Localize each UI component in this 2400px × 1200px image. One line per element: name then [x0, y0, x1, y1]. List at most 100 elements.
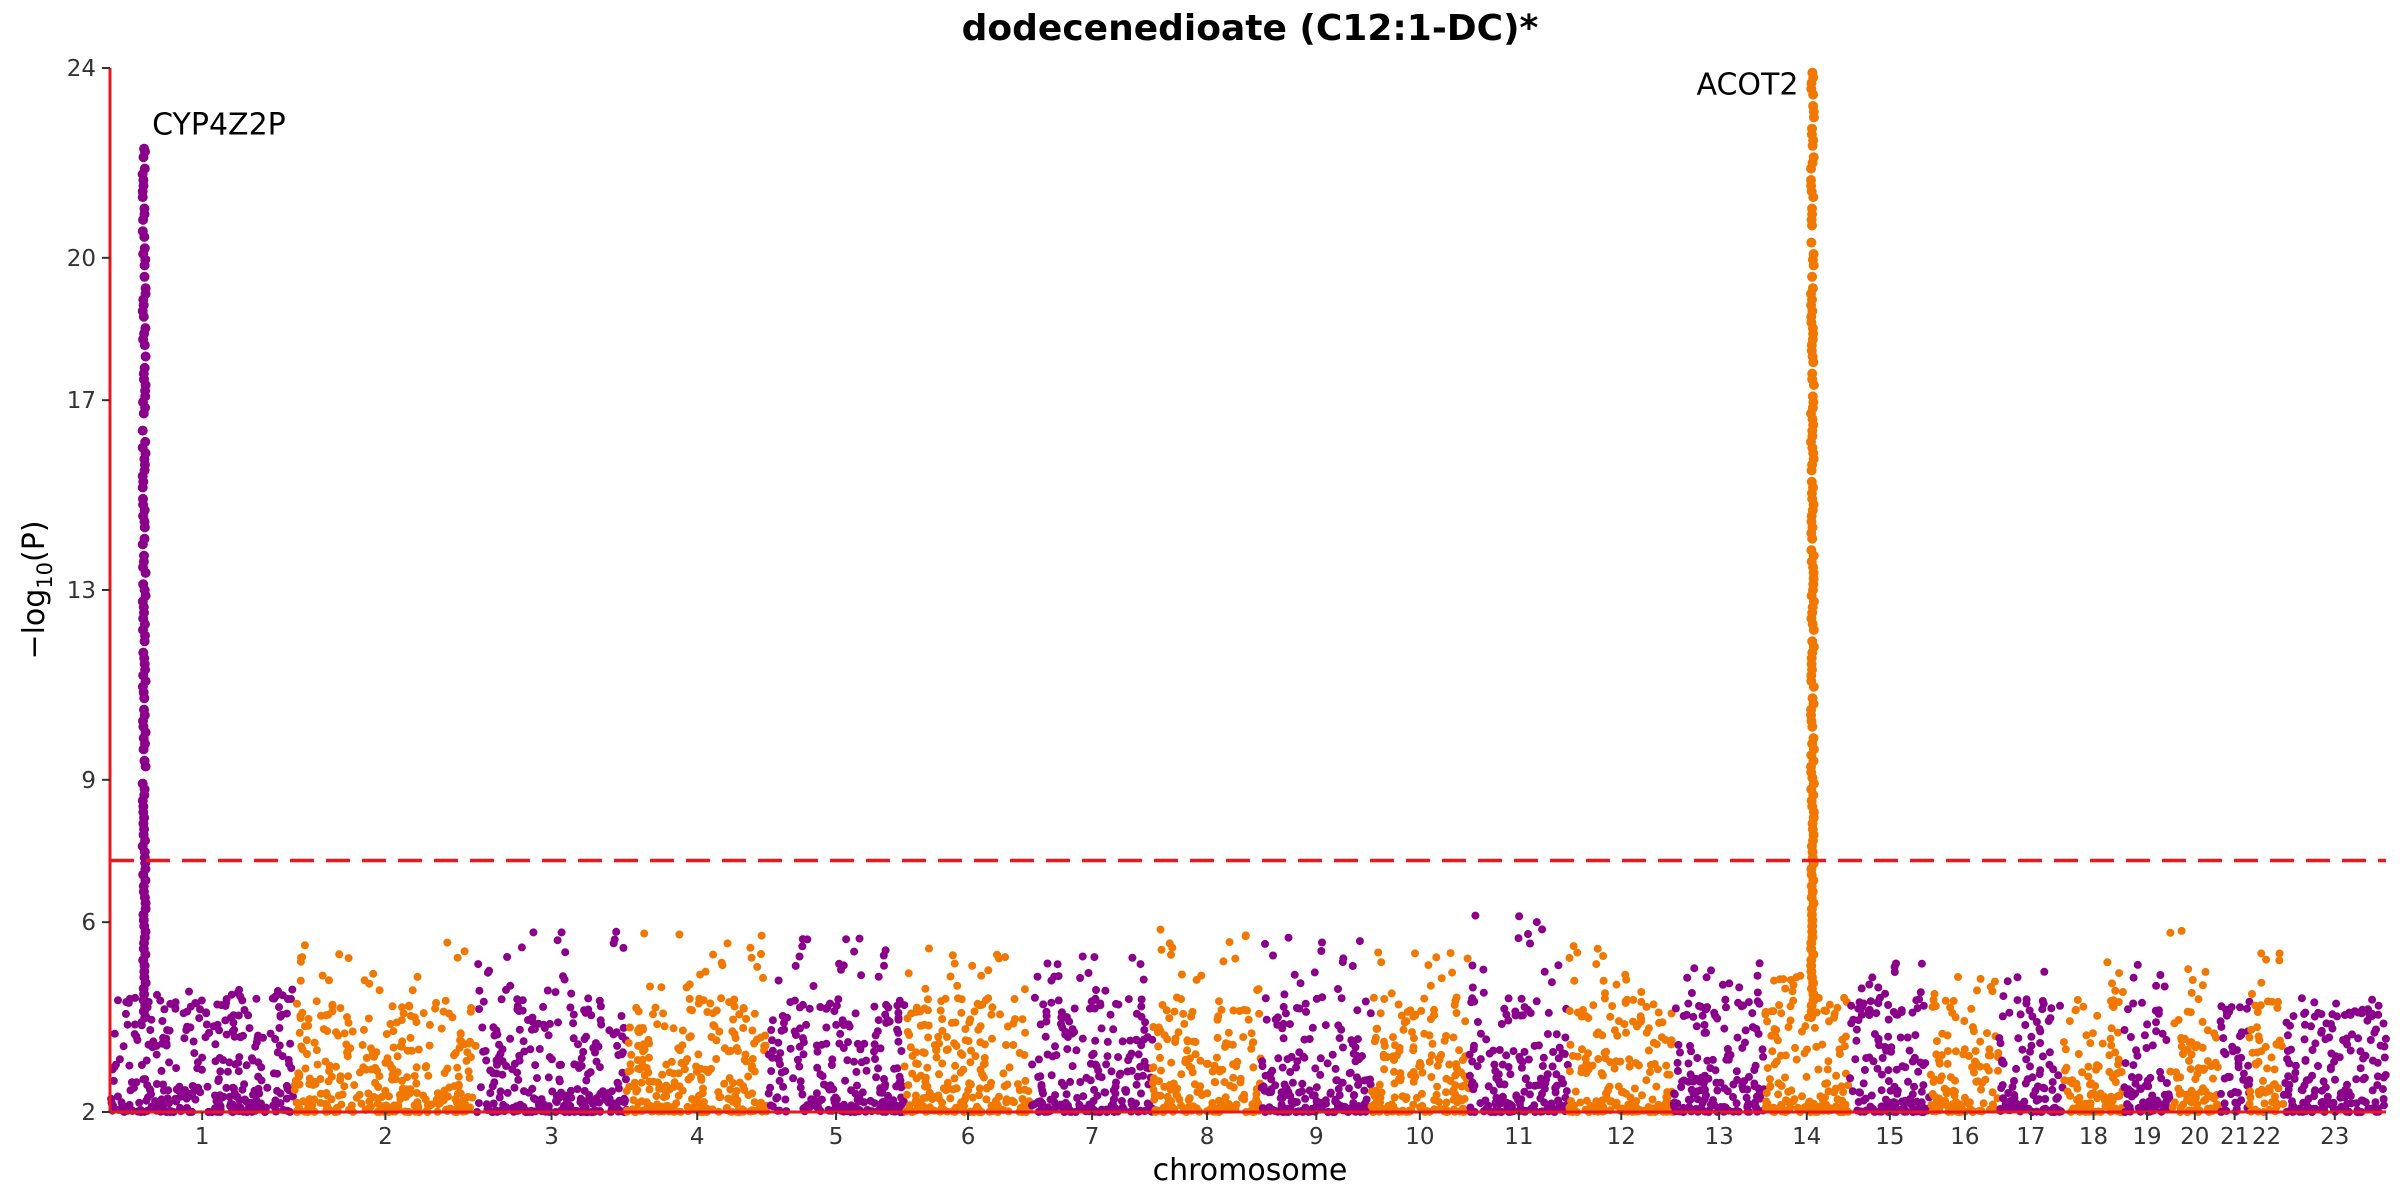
data-point: [1073, 1094, 1082, 1102]
data-point: [1416, 1103, 1424, 1112]
data-point: [645, 1085, 654, 1094]
x-tick-label: 19: [2132, 1124, 2161, 1150]
data-point: [1884, 1032, 1893, 1041]
data-point: [688, 1006, 696, 1015]
data-point: [960, 1095, 969, 1104]
data-point: [336, 1076, 345, 1085]
data-point: [425, 1041, 434, 1050]
data-point: [1244, 1015, 1253, 1024]
data-point: [1930, 989, 1939, 998]
data-point: [862, 1066, 871, 1075]
data-point: [1689, 1089, 1698, 1098]
data-point: [1287, 1097, 1296, 1106]
data-point: [1165, 1014, 1174, 1023]
data-point: [125, 1100, 134, 1109]
data-point: [1288, 1078, 1297, 1087]
data-point: [1358, 1052, 1366, 1061]
data-point: [767, 1026, 776, 1034]
data-point: [1308, 1023, 1317, 1032]
data-point: [660, 1022, 669, 1031]
data-point: [694, 999, 703, 1008]
data-point: [364, 1089, 373, 1098]
data-point: [202, 1008, 211, 1017]
data-point: [1281, 1009, 1290, 1018]
data-point: [930, 1041, 939, 1050]
data-point: [1803, 1045, 1811, 1054]
data-point: [653, 1020, 662, 1029]
data-point: [424, 1071, 433, 1080]
data-point: [282, 1009, 291, 1018]
data-point: [332, 1062, 340, 1071]
data-point: [1558, 1102, 1567, 1110]
data-point: [923, 1082, 932, 1091]
data-point: [1761, 1007, 1770, 1016]
data-point: [1806, 545, 1817, 556]
data-point: [975, 1084, 984, 1093]
data-point: [1971, 1057, 1979, 1066]
data-point: [2193, 1100, 2202, 1109]
data-point: [658, 1070, 667, 1079]
data-point: [1452, 1064, 1461, 1073]
data-point: [1292, 1063, 1301, 1072]
data-point: [312, 1046, 321, 1055]
data-point: [1998, 1058, 2007, 1067]
data-point: [2374, 1001, 2383, 1010]
data-point: [2376, 1041, 2385, 1050]
data-point: [2187, 1039, 2196, 1048]
data-point: [1498, 1098, 1507, 1107]
data-point: [262, 1103, 270, 1112]
data-point: [2048, 1078, 2057, 1087]
data-point: [2041, 1095, 2050, 1103]
data-point: [2329, 1098, 2338, 1107]
data-point: [1561, 1033, 1570, 1042]
data-point: [263, 1083, 272, 1092]
data-point: [1318, 938, 1326, 947]
data-point: [1425, 1057, 1434, 1066]
data-point: [236, 1103, 245, 1112]
data-point: [518, 996, 527, 1005]
data-point: [305, 1095, 314, 1104]
data-point: [2129, 973, 2138, 982]
data-point: [1225, 1100, 1233, 1109]
data-point: [225, 1058, 234, 1067]
data-point: [1759, 1052, 1768, 1061]
data-point: [1652, 1082, 1661, 1091]
data-point: [278, 1052, 287, 1061]
data-point: [873, 1027, 882, 1036]
data-point: [1777, 1009, 1786, 1018]
data-point: [1125, 1052, 1134, 1061]
data-point: [287, 1064, 296, 1073]
data-point: [1963, 1099, 1972, 1108]
data-point: [2368, 1056, 2377, 1065]
data-point: [2008, 1083, 2017, 1091]
data-point: [1034, 1073, 1043, 1081]
data-point: [897, 1047, 906, 1055]
data-point: [795, 1042, 804, 1051]
data-point: [707, 1064, 715, 1073]
data-point: [1897, 1008, 1906, 1017]
data-point: [774, 976, 783, 985]
data-point: [1420, 994, 1429, 1003]
data-point: [1977, 1085, 1985, 1094]
data-point: [551, 988, 560, 997]
data-point: [789, 1074, 798, 1083]
data-point: [1706, 1064, 1715, 1073]
data-point: [2152, 1018, 2160, 1027]
data-point: [1768, 1047, 1777, 1056]
data-point: [1366, 1009, 1375, 1018]
data-point: [2275, 956, 2284, 965]
data-point: [1167, 950, 1175, 959]
data-point: [2257, 1047, 2266, 1056]
data-point: [1754, 1029, 1763, 1038]
data-point: [166, 999, 175, 1008]
data-point: [627, 1050, 636, 1059]
data-point: [726, 1085, 735, 1094]
data-point: [1452, 1009, 1461, 1017]
data-point: [1235, 1007, 1244, 1015]
data-point: [1361, 997, 1370, 1006]
data-point: [1582, 1096, 1591, 1105]
data-point: [1732, 1099, 1741, 1108]
data-point: [1339, 954, 1348, 963]
data-point: [1449, 1033, 1458, 1042]
data-point: [2026, 1047, 2034, 1056]
